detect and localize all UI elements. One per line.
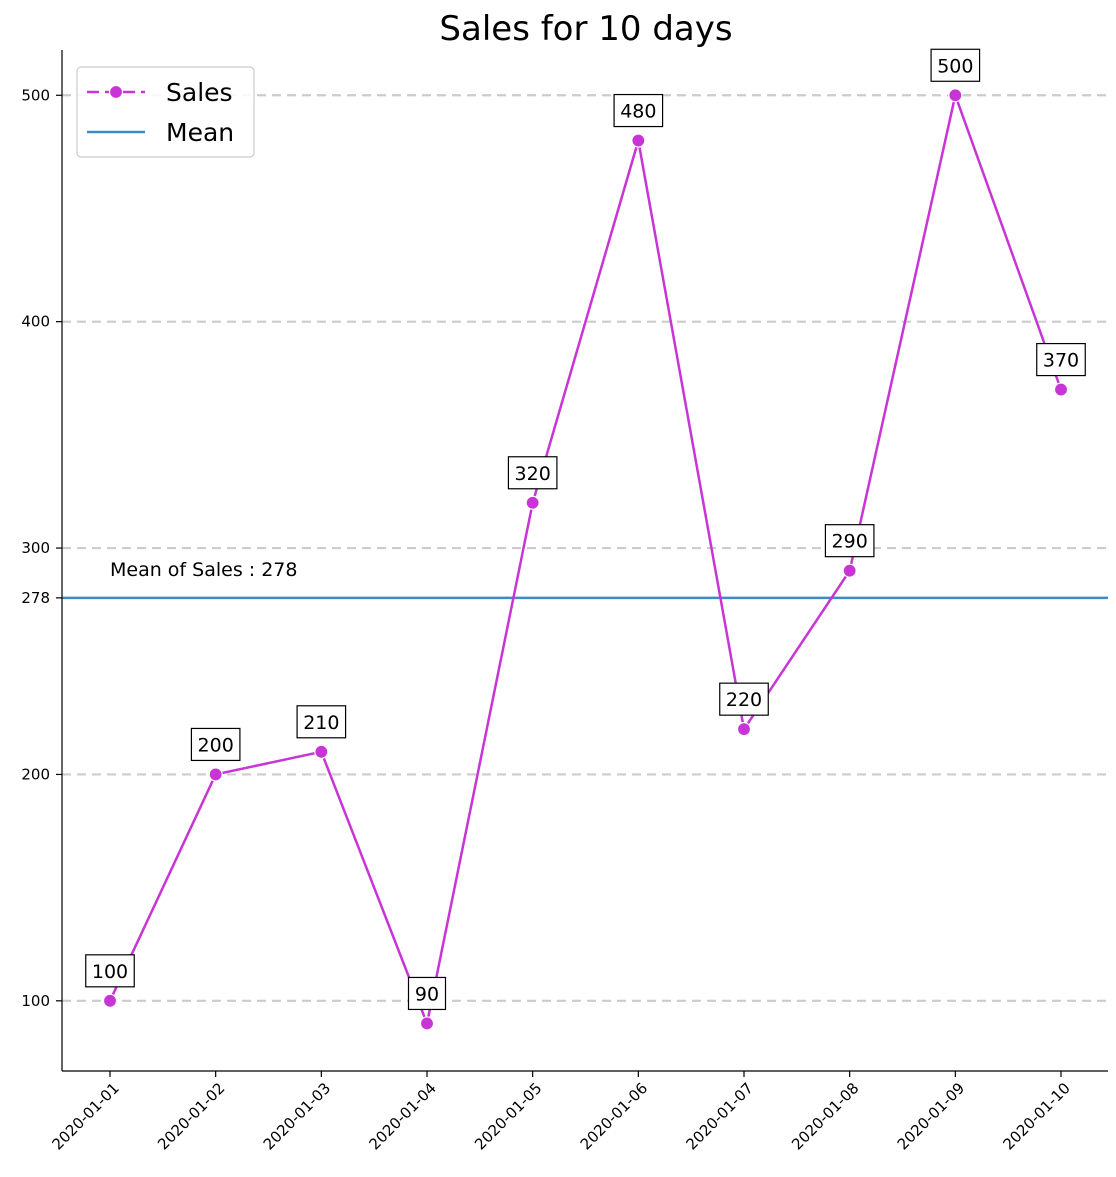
- data-label-9: 500: [930, 48, 981, 82]
- mean-line-group: Mean of Sales : 278: [62, 559, 1108, 600]
- data-label-box-8: [824, 524, 875, 558]
- x-tick-label-9: 2020-01-09: [894, 1079, 968, 1153]
- sales-series: [102, 88, 1069, 1031]
- sales-point-3: [314, 744, 329, 759]
- data-label-6: 480: [613, 93, 664, 128]
- data-label-box-4: [407, 976, 447, 1011]
- sales-line: [108, 90, 1063, 1028]
- axes: [61, 50, 1108, 1072]
- data-label-box-2: [190, 727, 241, 762]
- data-label-box-1: [85, 954, 135, 988]
- legend-mean-label: Mean: [166, 118, 234, 147]
- sales-point-8: [842, 563, 857, 578]
- grid-lines: [62, 94, 1108, 1002]
- y-tick-label-100: 100: [21, 992, 50, 1010]
- legend: Sales Mean: [76, 66, 255, 158]
- data-label-text-1: 100: [92, 961, 128, 983]
- data-label-text-4: 90: [415, 983, 439, 1005]
- data-label-text-6: 480: [620, 101, 656, 123]
- x-tick-label-4: 2020-01-04: [365, 1079, 439, 1153]
- x-tick-label-3: 2020-01-03: [260, 1079, 334, 1153]
- data-label-7: 220: [719, 682, 769, 716]
- data-label-5: 320: [507, 456, 558, 490]
- y-tick-label-200: 200: [21, 765, 50, 783]
- x-tick-label-1: 2020-01-01: [48, 1079, 122, 1153]
- data-label-box-5: [507, 456, 558, 490]
- data-label-text-7: 220: [726, 689, 762, 711]
- data-label-text-5: 320: [515, 463, 551, 485]
- chart-title: Sales for 10 days: [439, 9, 732, 49]
- sales-point-7: [736, 722, 752, 737]
- x-tick-label-8: 2020-01-08: [788, 1079, 862, 1153]
- sales-point-9: [948, 88, 963, 103]
- legend-sales-label: Sales: [166, 78, 233, 107]
- data-label-text-2: 200: [198, 734, 234, 756]
- data-label-text-3: 210: [303, 712, 339, 734]
- sales-point-10: [1053, 382, 1069, 397]
- sales-point-6: [631, 133, 646, 148]
- x-tick-label-6: 2020-01-06: [577, 1079, 651, 1153]
- sales-point-1: [102, 993, 118, 1008]
- x-tick-label-10: 2020-01-10: [999, 1079, 1073, 1153]
- data-label-3: 210: [296, 705, 347, 739]
- y-axis-ticks: 100 200 278 300 400 500: [21, 86, 62, 1010]
- data-label-text-9: 500: [937, 55, 973, 77]
- data-label-box-7: [719, 682, 769, 716]
- mean-label: Mean of Sales : 278: [110, 559, 297, 581]
- data-label-1: 100: [85, 954, 135, 988]
- y-tick-label-500: 500: [21, 86, 50, 104]
- x-tick-label-2: 2020-01-02: [154, 1079, 228, 1153]
- x-tick-label-7: 2020-01-07: [682, 1079, 756, 1153]
- sales-point-2: [208, 767, 223, 782]
- data-labels: 100 200 210 90 320 480 220 290 500 370: [85, 48, 1086, 1011]
- data-label-4: 90: [407, 976, 447, 1011]
- legend-sales-marker: [108, 84, 124, 100]
- sales-point-4: [419, 1016, 435, 1031]
- y-tick-label-400: 400: [21, 313, 50, 331]
- data-label-2: 200: [190, 727, 241, 762]
- data-label-text-10: 370: [1043, 350, 1079, 372]
- data-label-box-10: [1036, 342, 1086, 377]
- data-label-box-6: [613, 93, 664, 128]
- x-axis-ticks: 2020-01-01 2020-01-02 2020-01-03 2020-01-04…: [48, 1071, 1074, 1153]
- data-label-box-3: [296, 705, 347, 739]
- sales-point-5: [525, 495, 540, 510]
- data-label-10: 370: [1036, 342, 1086, 377]
- y-tick-label-278: 278: [21, 589, 50, 607]
- data-label-box-9: [930, 48, 981, 82]
- data-label-text-8: 290: [832, 531, 868, 553]
- y-tick-label-300: 300: [21, 539, 50, 557]
- data-label-8: 290: [824, 524, 875, 558]
- x-tick-label-5: 2020-01-05: [471, 1079, 545, 1153]
